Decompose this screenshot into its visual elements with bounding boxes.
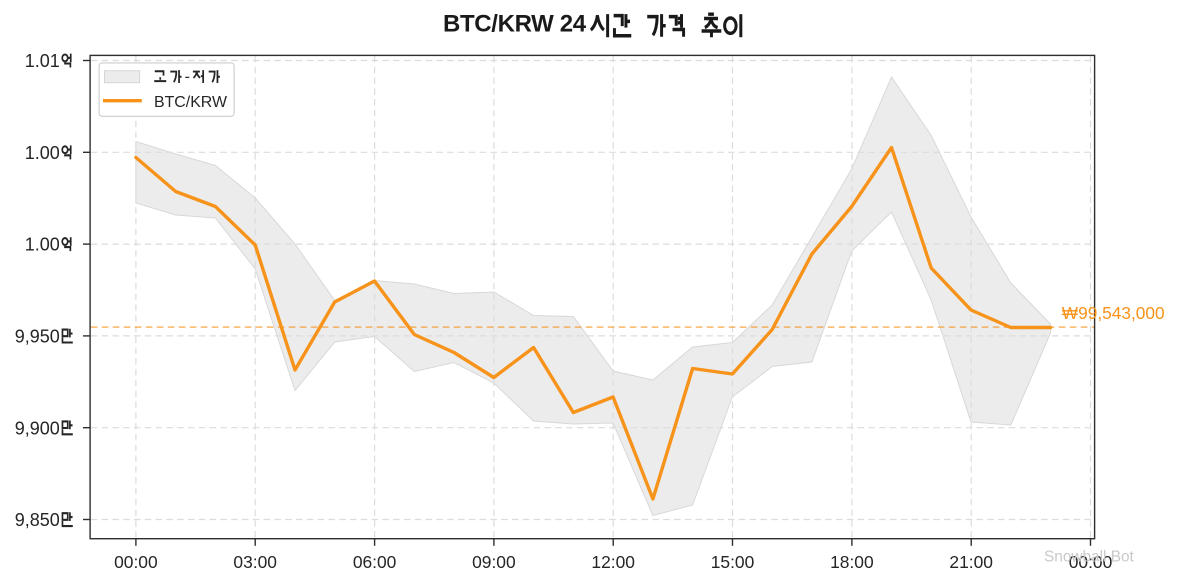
svg-text:09:00: 09:00 xyxy=(472,552,516,572)
svg-text:BTC/KRW 24: BTC/KRW 24 xyxy=(443,10,587,37)
svg-text:-: - xyxy=(185,68,190,85)
svg-text:06:00: 06:00 xyxy=(353,552,397,572)
svg-text:1.00: 1.00 xyxy=(25,235,60,255)
svg-text:9,850: 9,850 xyxy=(15,510,60,530)
svg-text:03:00: 03:00 xyxy=(233,552,277,572)
svg-text:18:00: 18:00 xyxy=(830,552,874,572)
svg-text:BTC/KRW: BTC/KRW xyxy=(154,94,227,111)
svg-text:15:00: 15:00 xyxy=(711,552,755,572)
svg-text:00:00: 00:00 xyxy=(114,552,158,572)
svg-text:1.01: 1.01 xyxy=(25,51,60,71)
svg-text:12:00: 12:00 xyxy=(591,552,635,572)
svg-text:9,950: 9,950 xyxy=(15,327,60,347)
svg-text:1.00: 1.00 xyxy=(25,143,60,163)
svg-text:9,900: 9,900 xyxy=(15,418,60,438)
svg-text:Snowball Bot: Snowball Bot xyxy=(1044,549,1135,566)
svg-text:00:00: 00:00 xyxy=(1069,552,1113,572)
svg-text:₩99,543,000: ₩99,543,000 xyxy=(1062,303,1165,323)
svg-text:21:00: 21:00 xyxy=(949,552,993,572)
